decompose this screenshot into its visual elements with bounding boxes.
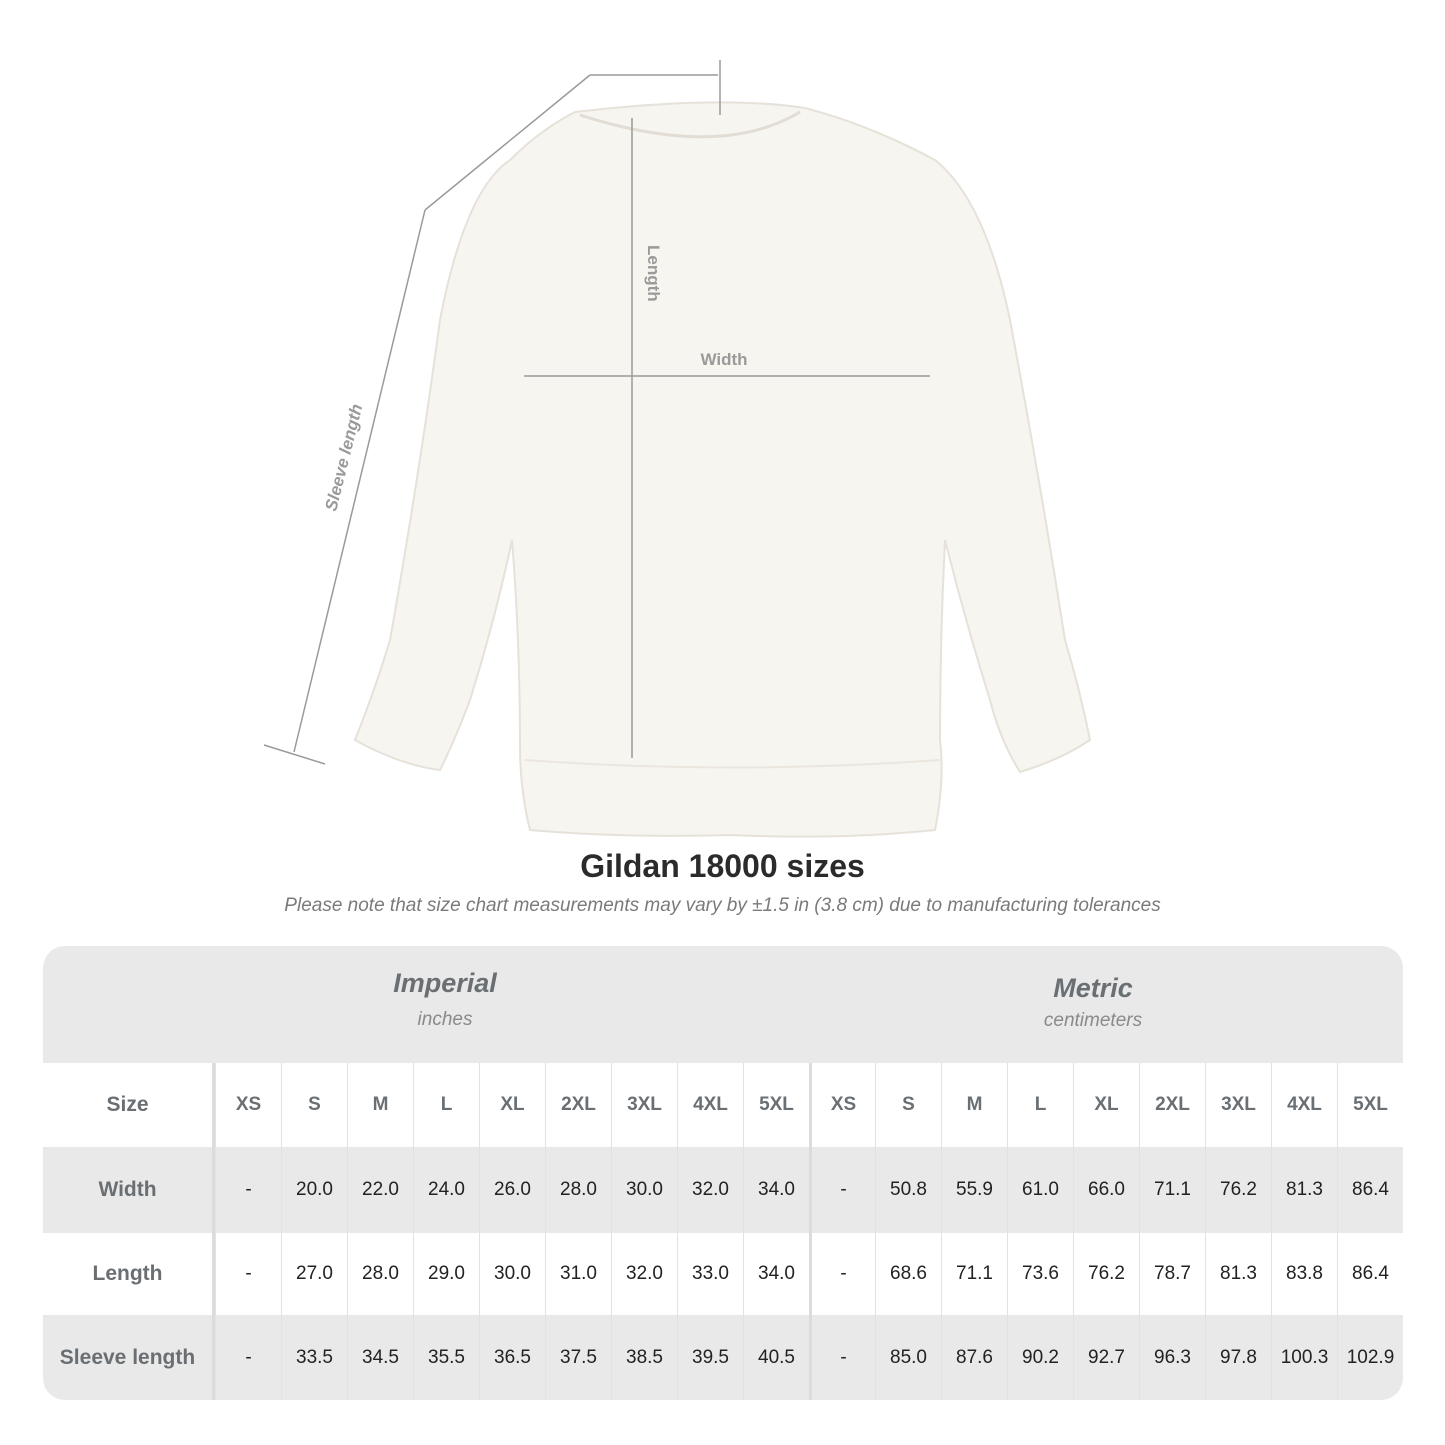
imperial-group: Imperial inches	[215, 968, 675, 1031]
metric-value-cell: 81.3	[1271, 1147, 1337, 1233]
imperial-value-cell: 32.0	[677, 1147, 743, 1233]
imperial-size-2xl: 2XL	[545, 1063, 611, 1147]
imperial-value-cell: 36.5	[479, 1315, 545, 1400]
table-row-sleeve-length: Sleeve length -33.5 34.5 35.5 36.5 37.5 38.5 39…	[43, 1315, 1403, 1400]
metric-value-cell: 71.1	[1139, 1147, 1205, 1233]
imperial-value-cell: -	[215, 1315, 281, 1400]
metric-unit: centimeters	[1043, 1010, 1143, 1031]
imperial-size-4xl: 4XL	[677, 1063, 743, 1147]
metric-size-l: L	[1007, 1063, 1073, 1147]
imperial-value-cell: 34.0	[743, 1233, 809, 1315]
imperial-size-xl: XL	[479, 1063, 545, 1147]
imperial-value-cell: 26.0	[479, 1147, 545, 1233]
metric-value-cell: 68.6	[875, 1233, 941, 1315]
metric-value-cell: 87.6	[941, 1315, 1007, 1400]
imperial-size-l: L	[413, 1063, 479, 1147]
imperial-unit: inches	[417, 1009, 473, 1030]
imperial-size-5xl: 5XL	[743, 1063, 809, 1147]
metric-value-cell: 78.7	[1139, 1233, 1205, 1315]
imperial-value-cell: 37.5	[545, 1315, 611, 1400]
imperial-value-cell: 33.0	[677, 1233, 743, 1315]
tolerance-note: Please note that size chart measurements…	[284, 895, 1161, 916]
width-label: Width	[700, 350, 747, 369]
imperial-value-cell: 20.0	[281, 1147, 347, 1233]
imperial-size-3xl: 3XL	[611, 1063, 677, 1147]
sleeve-length-label: Sleeve length	[321, 402, 366, 513]
sweatshirt-image	[353, 101, 1092, 838]
unit-header-band: Imperial inches Metric centimeters	[43, 946, 1403, 1063]
metric-value-cell: 50.8	[875, 1147, 941, 1233]
length-label: Length	[644, 245, 663, 302]
imperial-value-cell: 30.0	[611, 1147, 677, 1233]
imperial-value-cell: 33.5	[281, 1315, 347, 1400]
imperial-value-cell: -	[215, 1147, 281, 1233]
metric-group: Metric centimeters	[863, 973, 1323, 1032]
metric-value-cell: 96.3	[1139, 1315, 1205, 1400]
metric-value-cell: -	[809, 1233, 875, 1315]
imperial-value-cell: 35.5	[413, 1315, 479, 1400]
row-label: Length	[43, 1233, 215, 1315]
metric-value-cell: 97.8	[1205, 1315, 1271, 1400]
sweatshirt-illustration: Length Width Sleeve length	[263, 60, 1092, 838]
row-label: Width	[43, 1147, 215, 1233]
size-header-row: Size XS S M L XL 2XL 3XL 4XL 5XL XS S M L XL 2XL 3XL 4XL 5…	[43, 1063, 1403, 1147]
size-table: Imperial inches Metric centimeters Size X…	[43, 946, 1403, 1400]
imperial-value-cell: 34.0	[743, 1147, 809, 1233]
metric-size-3xl: 3XL	[1205, 1063, 1271, 1147]
imperial-value-cell: 40.5	[743, 1315, 809, 1400]
metric-size-5xl: 5XL	[1337, 1063, 1403, 1147]
imperial-size-xs: XS	[215, 1063, 281, 1147]
metric-value-cell: 83.8	[1271, 1233, 1337, 1315]
imperial-value-cell: 22.0	[347, 1147, 413, 1233]
metric-value-cell: 73.6	[1007, 1233, 1073, 1315]
imperial-value-cell: 24.0	[413, 1147, 479, 1233]
imperial-value-cell: 38.5	[611, 1315, 677, 1400]
table-row-length: Length -27.0 28.0 29.0 30.0 31.0 32.0 33.0 34.0-…	[43, 1233, 1403, 1315]
imperial-size-m: M	[347, 1063, 413, 1147]
imperial-value-cell: 28.0	[347, 1233, 413, 1315]
metric-size-xs: XS	[809, 1063, 875, 1147]
imperial-value-cell: 34.5	[347, 1315, 413, 1400]
imperial-value-cell: 30.0	[479, 1233, 545, 1315]
metric-size-s: S	[875, 1063, 941, 1147]
metric-value-cell: 66.0	[1073, 1147, 1139, 1233]
metric-size-2xl: 2XL	[1139, 1063, 1205, 1147]
metric-value-cell: 61.0	[1007, 1147, 1073, 1233]
row-label: Sleeve length	[43, 1315, 215, 1400]
metric-value-cell: -	[809, 1147, 875, 1233]
imperial-value-cell: 32.0	[611, 1233, 677, 1315]
imperial-value-cell: -	[215, 1233, 281, 1315]
metric-value-cell: 76.2	[1205, 1147, 1271, 1233]
table-row-width: Width -20.0 22.0 24.0 26.0 28.0 30.0 32.0 34.0-5…	[43, 1147, 1403, 1233]
size-label: Size	[43, 1063, 215, 1147]
metric-value-cell: 102.9	[1337, 1315, 1403, 1400]
metric-heading: Metric	[1053, 973, 1133, 1003]
metric-value-cell: 90.2	[1007, 1315, 1073, 1400]
imperial-value-cell: 39.5	[677, 1315, 743, 1400]
metric-value-cell: 92.7	[1073, 1315, 1139, 1400]
metric-value-cell: 76.2	[1073, 1233, 1139, 1315]
imperial-value-cell: 27.0	[281, 1233, 347, 1315]
metric-value-cell: 55.9	[941, 1147, 1007, 1233]
imperial-value-cell: 28.0	[545, 1147, 611, 1233]
metric-value-cell: 85.0	[875, 1315, 941, 1400]
metric-size-4xl: 4XL	[1271, 1063, 1337, 1147]
imperial-heading: Imperial	[393, 968, 497, 998]
metric-size-xl: XL	[1073, 1063, 1139, 1147]
measurement-lines	[263, 60, 930, 765]
imperial-value-cell: 31.0	[545, 1233, 611, 1315]
metric-value-cell: 100.3	[1271, 1315, 1337, 1400]
metric-value-cell: 71.1	[941, 1233, 1007, 1315]
metric-value-cell: 81.3	[1205, 1233, 1271, 1315]
page-title: Gildan 18000 sizes	[580, 848, 865, 884]
metric-value-cell: -	[809, 1315, 875, 1400]
imperial-value-cell: 29.0	[413, 1233, 479, 1315]
imperial-size-s: S	[281, 1063, 347, 1147]
metric-value-cell: 86.4	[1337, 1147, 1403, 1233]
metric-value-cell: 86.4	[1337, 1233, 1403, 1315]
metric-size-m: M	[941, 1063, 1007, 1147]
